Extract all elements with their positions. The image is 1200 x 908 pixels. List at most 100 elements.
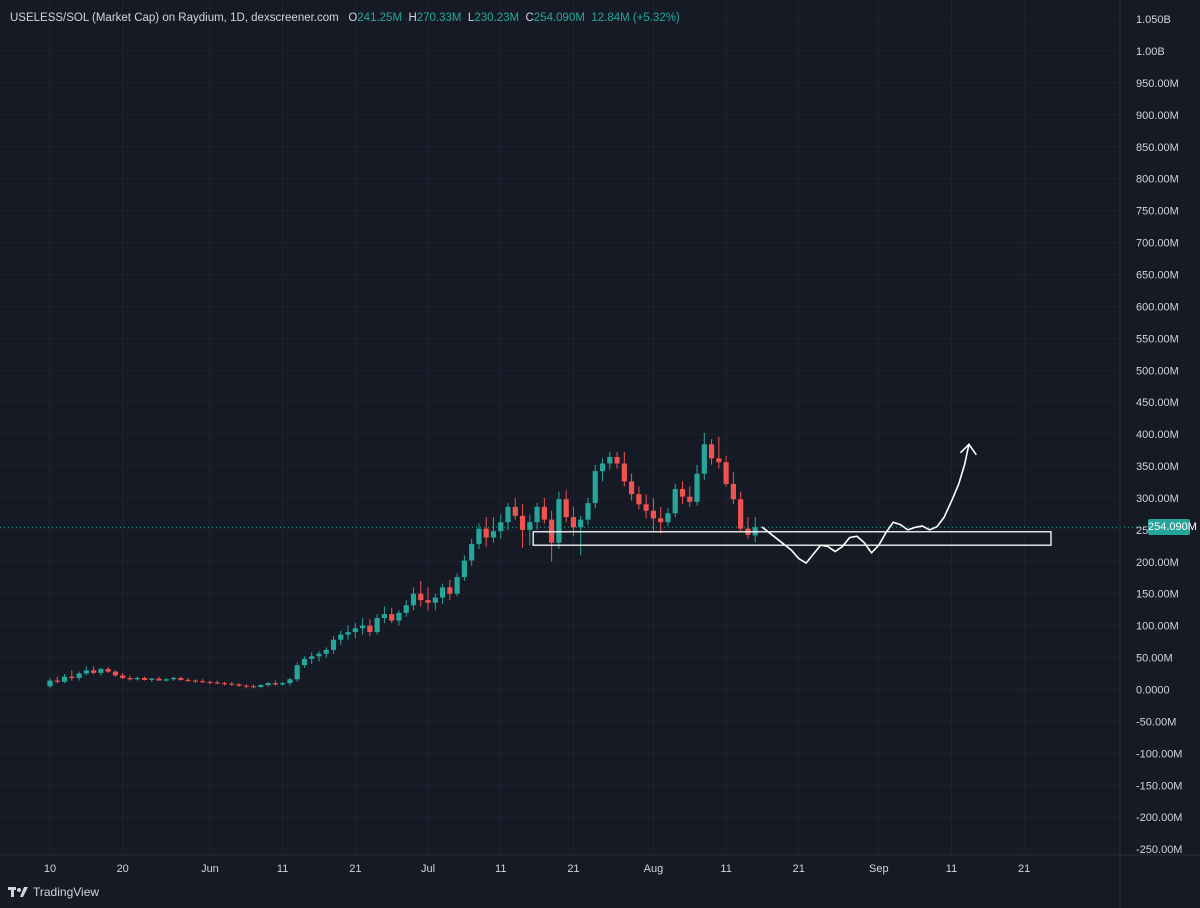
candle-body: [69, 676, 75, 679]
projection-arrowhead: [960, 443, 977, 456]
candle-body: [701, 444, 707, 474]
y-tick-label: 700.00M: [1136, 238, 1179, 250]
candle-body: [91, 670, 97, 673]
candle-body: [425, 600, 431, 603]
x-tick-label: 21: [793, 863, 805, 875]
y-tick-label: 1.050B: [1136, 14, 1171, 26]
candle-body: [120, 675, 126, 679]
candle-body: [170, 678, 177, 680]
candle-body: [599, 463, 606, 472]
candle-body: [643, 504, 649, 511]
candle-body: [490, 531, 497, 538]
candle-body: [54, 680, 60, 682]
candle-body: [367, 625, 373, 633]
tradingview-icon: [8, 887, 28, 897]
open-label: O: [348, 12, 358, 24]
low-value: 230.23M: [474, 12, 520, 24]
x-tick-label: 11: [946, 863, 957, 875]
candle-body: [534, 506, 540, 523]
candle-body: [592, 471, 598, 504]
tradingview-logo[interactable]: TradingView: [8, 885, 99, 899]
y-tick-label: -250.00M: [1136, 844, 1182, 856]
candle-body: [345, 632, 351, 635]
candle-body: [112, 671, 119, 676]
candle-body: [156, 678, 162, 681]
candle-body: [636, 494, 642, 505]
candle-body: [483, 528, 489, 538]
candle-body: [163, 679, 169, 681]
support-zone-rectangle: [532, 531, 1052, 546]
candle-body: [578, 519, 584, 528]
x-tick-label: 21: [349, 863, 361, 875]
candle-body: [61, 676, 68, 682]
candle-body: [47, 680, 53, 687]
candle-body: [360, 625, 366, 629]
chart-legend: USELESS/SOL (Market Cap) on Raydium, 1D,…: [10, 12, 680, 24]
candle-body: [454, 577, 460, 594]
candle-body: [527, 522, 533, 530]
user-drawings: [532, 443, 1052, 564]
y-axis: -250.00M -200.00M -150.00M -100.00M -50.00M 0…: [1119, 0, 1182, 908]
candle-body: [323, 649, 329, 654]
candle-body: [679, 489, 686, 497]
y-tick-label: 600.00M: [1136, 301, 1179, 313]
y-tick-label: 650.00M: [1136, 269, 1179, 281]
candle-body: [403, 605, 409, 613]
candle-body: [309, 656, 315, 659]
candle-body: [570, 517, 577, 528]
candle-body: [83, 670, 89, 674]
candle-body: [229, 683, 235, 685]
candle-body: [563, 499, 569, 518]
candle-body: [585, 503, 591, 520]
candle-body: [512, 506, 518, 516]
candle-body: [650, 510, 657, 519]
candle-body: [738, 499, 744, 529]
x-tick-label: Aug: [644, 863, 664, 875]
candle-body: [185, 679, 191, 681]
candle-body: [432, 597, 438, 603]
last-price-tag: 254.090M: [1148, 519, 1197, 535]
y-tick-label: -150.00M: [1136, 780, 1182, 792]
y-tick-label: 800.00M: [1136, 174, 1179, 186]
candle-body: [505, 506, 511, 523]
candle-body: [614, 457, 620, 464]
candle-body: [410, 593, 417, 606]
candle-body: [221, 683, 228, 685]
candle-body: [287, 679, 293, 684]
x-tick-label: 11: [495, 863, 506, 875]
candle-body: [439, 587, 446, 598]
y-tick-label: 50.00M: [1136, 653, 1173, 665]
candle-body: [258, 685, 264, 687]
y-tick-label: 450.00M: [1136, 397, 1179, 409]
candle-body: [469, 543, 475, 561]
y-tick-label: 850.00M: [1136, 142, 1179, 154]
y-tick-label: 0.0000: [1136, 685, 1170, 697]
candle-body: [447, 587, 453, 594]
y-tick-label: 200.00M: [1136, 557, 1179, 569]
candle-body: [396, 612, 402, 621]
candle-body: [214, 682, 220, 684]
y-tick-label: 900.00M: [1136, 110, 1179, 122]
close-value: 254.090M: [533, 12, 585, 24]
candle-body: [607, 457, 613, 464]
change-value: 12.84M (+5.32%): [591, 12, 680, 24]
candle-body: [672, 489, 678, 514]
candle-body: [519, 515, 526, 530]
y-tick-label: -200.00M: [1136, 812, 1182, 824]
candle-body: [374, 617, 380, 633]
candle-body: [301, 658, 308, 666]
candle-body: [658, 518, 664, 523]
candle-body: [418, 593, 424, 601]
y-tick-label: 350.00M: [1136, 461, 1179, 473]
y-tick-label: 500.00M: [1136, 365, 1179, 377]
close-label: C: [525, 12, 534, 24]
candle-body: [141, 678, 148, 680]
candle-body: [629, 481, 635, 495]
candle-body: [330, 639, 337, 650]
candle-body: [127, 678, 133, 680]
x-tick-label: Jul: [421, 863, 435, 875]
candle-body: [280, 683, 286, 685]
candle-body: [621, 463, 627, 482]
chart-grid: [0, 0, 1120, 855]
